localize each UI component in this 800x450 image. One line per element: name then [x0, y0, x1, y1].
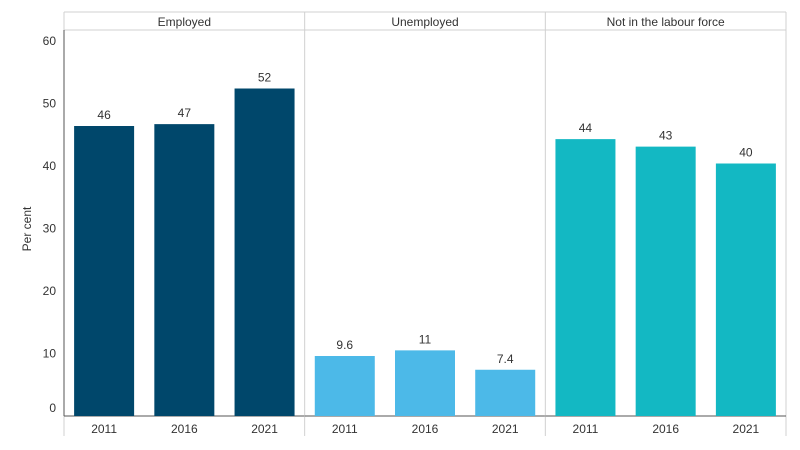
- panel: Unemployed 9.6 2011 11 2016 7.4 2021: [304, 12, 546, 436]
- bar: [715, 163, 776, 416]
- y-axis-title: Per cent: [20, 206, 34, 251]
- x-tick-label: 2021: [492, 422, 519, 436]
- panel-header: [63, 11, 787, 436]
- bar: [555, 139, 616, 416]
- panel-title: Unemployed: [391, 15, 458, 29]
- data-label: 43: [659, 129, 673, 143]
- y-tick-label: 50: [43, 97, 57, 111]
- data-label: 9.6: [336, 338, 353, 352]
- data-label: 40: [739, 146, 753, 160]
- x-tick-label: 2016: [412, 422, 439, 436]
- data-label: 7.4: [497, 352, 514, 366]
- panel-title: Not in the labour force: [607, 15, 725, 29]
- x-tick-label: 2021: [733, 422, 760, 436]
- x-tick-label: 2021: [251, 422, 278, 436]
- y-tick-label: 20: [43, 284, 57, 298]
- panels: Employed 46 2011 47 2016 52 2021 Unemployed 9.6 2…: [64, 12, 786, 436]
- x-tick-label: 2011: [91, 422, 117, 436]
- y-tick-label: 40: [43, 159, 57, 173]
- bar: [635, 146, 696, 416]
- y-axis: 0 10 20 30 40 50 60: [43, 30, 65, 416]
- data-label: 47: [178, 106, 192, 120]
- panel: Not in the labour force 44 2011 43 2016 40 202…: [544, 12, 786, 436]
- data-label: 44: [579, 121, 593, 135]
- bar: [154, 124, 215, 416]
- y-tick-label: 10: [43, 347, 57, 361]
- bar: [475, 369, 536, 416]
- y-tick-label: 60: [43, 34, 57, 48]
- data-label: 46: [97, 108, 111, 122]
- panel-title: Employed: [158, 15, 211, 29]
- bar: [314, 356, 375, 416]
- panel: Employed 46 2011 47 2016 52 2021: [64, 15, 305, 436]
- x-tick-label: 2016: [652, 422, 679, 436]
- y-tick-label: 30: [43, 222, 57, 236]
- x-tick-label: 2016: [171, 422, 198, 436]
- data-label: 52: [258, 71, 272, 85]
- x-tick-label: 2011: [573, 422, 599, 436]
- bar: [74, 126, 135, 416]
- bar: [234, 88, 295, 416]
- bar: [395, 350, 455, 416]
- data-label: 11: [419, 332, 432, 346]
- y-tick-label: 0: [49, 401, 56, 415]
- x-tick-label: 2011: [332, 422, 358, 436]
